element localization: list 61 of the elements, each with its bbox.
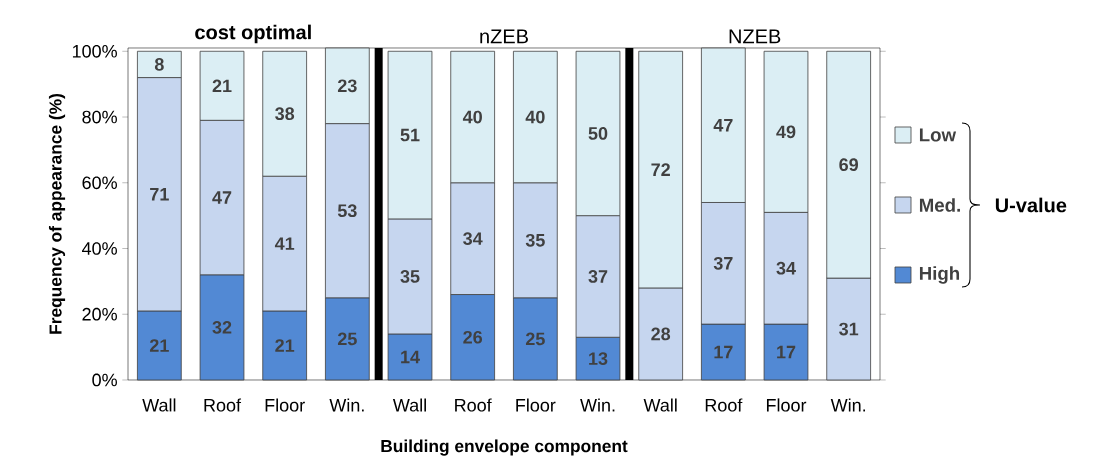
data-label: 53 — [337, 204, 357, 218]
x-tick-label: Roof — [204, 398, 242, 412]
x-tick-label: Floor — [516, 398, 556, 412]
x-tick-label: Roof — [705, 398, 743, 412]
y-tick-label: 60% — [82, 176, 117, 190]
data-label: 8 — [154, 58, 164, 71]
x-tick-label: Floor — [265, 398, 305, 412]
data-label: 21 — [275, 339, 295, 352]
text: cost optimal — [195, 24, 311, 44]
legend-label: High — [919, 266, 960, 284]
data-label: 17 — [714, 345, 733, 359]
data-label: 37 — [588, 270, 608, 283]
data-label: 69 — [839, 158, 859, 172]
x-tick-label: Win. — [329, 398, 364, 412]
data-label: 28 — [651, 327, 671, 341]
legend-label: Med. — [919, 198, 960, 212]
x-tick-label: Floor — [766, 398, 807, 412]
data-label: 34 — [776, 261, 796, 275]
x-tick-label: Wall — [643, 398, 677, 412]
x-tick-label: Wall — [142, 398, 176, 412]
y-tick-label: 40% — [82, 242, 117, 255]
data-label: 13 — [589, 352, 608, 366]
y-axis-title: Frequency of appearance (%) — [48, 93, 66, 334]
y-tick-label: 20% — [82, 307, 117, 321]
y-tick-label: 0% — [92, 373, 117, 387]
data-label: 25 — [337, 332, 357, 346]
data-label: 47 — [713, 119, 733, 132]
x-axis-title: Building envelope component — [381, 439, 628, 456]
text: NZEB — [729, 29, 781, 44]
data-label: 40 — [525, 110, 545, 124]
data-label: 41 — [274, 237, 295, 250]
y-tick-label: 100% — [72, 44, 117, 58]
data-label: 37 — [713, 256, 733, 270]
data-label: 25 — [525, 332, 545, 346]
data-label: 50 — [588, 127, 608, 140]
legend-title: U-value — [995, 197, 1067, 213]
data-label: 49 — [776, 125, 796, 139]
x-tick-label: Wall — [392, 398, 426, 412]
data-label: 32 — [212, 321, 232, 334]
data-label: 47 — [212, 191, 232, 204]
data-label: 72 — [651, 163, 670, 176]
legend-label: Low — [919, 128, 957, 142]
data-label: 21 — [212, 79, 232, 93]
data-label: 71 — [150, 188, 169, 201]
data-label: 38 — [275, 107, 295, 121]
data-label: 35 — [525, 233, 545, 247]
data-label: 21 — [149, 339, 169, 352]
data-label: 14 — [401, 350, 420, 364]
data-label: 51 — [400, 128, 420, 142]
y-tick-label: 80% — [82, 110, 117, 124]
data-label: 35 — [400, 270, 420, 283]
data-label: 34 — [463, 232, 483, 246]
data-label: 26 — [463, 330, 483, 344]
x-tick-label: Win. — [580, 398, 615, 412]
text: nZEB — [480, 29, 528, 44]
data-label: 40 — [462, 110, 482, 124]
data-label: 23 — [337, 79, 357, 93]
x-tick-label: Roof — [455, 398, 492, 412]
x-tick-label: Win. — [830, 398, 866, 412]
data-label: 17 — [777, 345, 796, 359]
data-label: 31 — [839, 322, 859, 336]
